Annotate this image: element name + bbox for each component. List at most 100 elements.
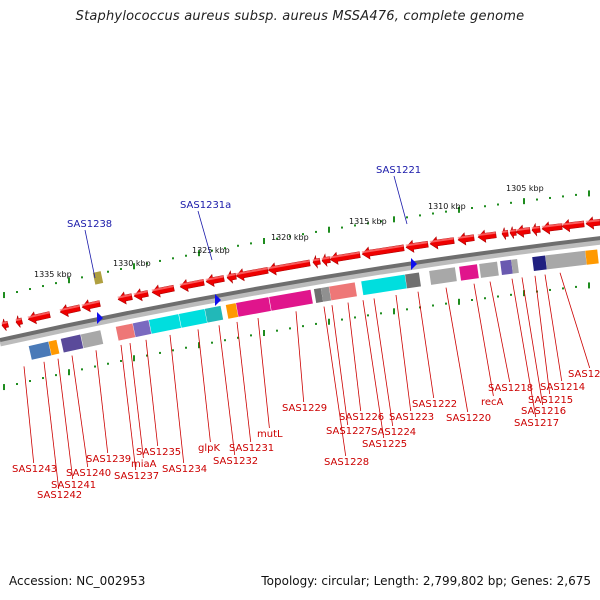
leader-line <box>257 318 270 429</box>
green-tick <box>16 291 18 294</box>
leader-line <box>417 291 435 399</box>
gene-arrow-highlight <box>235 267 268 276</box>
accession-text: Accession: NC_002953 <box>9 574 146 588</box>
green-tick <box>107 270 109 273</box>
green-tick <box>458 206 460 213</box>
feature-blocks <box>28 249 599 360</box>
gene-label: SAS1225 <box>362 439 407 450</box>
green-tick <box>289 235 291 238</box>
green-tick <box>588 190 590 197</box>
green-tick <box>68 277 70 284</box>
leader-line <box>347 302 362 412</box>
gene-arrow <box>312 254 321 269</box>
genome-backbone <box>0 236 600 347</box>
tRNA-marker <box>97 312 103 324</box>
gene-arrow <box>151 284 175 298</box>
green-tick <box>393 216 395 223</box>
feature-block <box>479 261 499 278</box>
green-tick <box>172 257 174 260</box>
feature-block <box>313 287 324 303</box>
leader-line <box>534 275 551 395</box>
green-tick <box>341 226 343 229</box>
green-tick <box>432 304 434 307</box>
green-tick <box>341 318 343 321</box>
green-tick <box>354 224 356 227</box>
gene-arrow-highlight <box>27 311 50 319</box>
leader-line <box>521 277 544 406</box>
leader-line <box>489 281 511 383</box>
gene-arrow-highlight <box>133 290 148 296</box>
green-tick <box>120 267 122 270</box>
gene-arrow-highlight <box>321 256 330 260</box>
leader-line <box>544 274 563 382</box>
gene-arrow-highlight <box>429 237 454 243</box>
green-tick <box>29 380 31 383</box>
gene-label: SAS1220 <box>446 413 491 424</box>
leader-line <box>43 361 60 490</box>
feature-block <box>115 323 136 341</box>
gene-label: SAS1226 <box>339 412 384 423</box>
gene-arrow-highlight <box>477 231 496 237</box>
green-tick <box>575 285 577 288</box>
leader-line <box>331 305 349 426</box>
feature-block <box>92 271 104 285</box>
green-tick <box>224 247 226 250</box>
gene-arrow <box>457 232 475 246</box>
green-tick <box>549 288 551 291</box>
gene-arrow <box>267 259 311 276</box>
gene-label: SAS1217 <box>514 418 559 429</box>
scale-label: 1335 kbp <box>34 270 72 279</box>
feature-block <box>500 259 513 276</box>
green-tick <box>237 336 239 339</box>
gene-arrow <box>541 221 563 235</box>
leader-line <box>395 294 412 412</box>
green-tick <box>380 312 382 315</box>
leader-line <box>373 298 394 427</box>
feature-block <box>361 274 407 296</box>
leader-line <box>236 321 252 443</box>
page-title: Staphylococcus aureus subsp. aureus MSSA… <box>75 9 525 24</box>
green-tick <box>55 282 57 285</box>
gene-arrow-highlight <box>59 304 80 312</box>
feature-block <box>132 320 152 338</box>
green-tick <box>146 354 148 357</box>
green-tick <box>302 325 304 328</box>
green-tick <box>81 368 83 371</box>
gene-label: SAS1228 <box>324 457 369 468</box>
green-tick <box>185 346 187 349</box>
green-tick <box>575 193 577 196</box>
green-tick <box>198 342 200 349</box>
feature-block <box>148 314 182 334</box>
genome-summary-text: Topology: circular; Length: 2,799,802 bp… <box>261 574 591 588</box>
gene-label: SAS1222 <box>412 399 457 410</box>
gene-label: SAS1237 <box>114 471 159 482</box>
green-tick <box>159 351 161 354</box>
leader-line <box>169 334 185 464</box>
tRNA-marker <box>215 294 221 306</box>
green-tick <box>211 249 213 252</box>
gene-arrow-highlight <box>541 223 562 228</box>
gene-arrow <box>585 216 600 230</box>
feature-label: SAS1221 <box>376 165 421 176</box>
leader-line <box>393 175 408 225</box>
gene-label: SAS1241 <box>51 480 96 491</box>
green-tick <box>146 262 148 265</box>
gene-label: SAS1223 <box>389 412 434 423</box>
leader-line <box>95 350 109 454</box>
leader-line <box>295 311 305 403</box>
gene-arrow-highlight <box>179 279 204 286</box>
leader-line <box>23 366 35 464</box>
green-tick <box>549 196 551 199</box>
gene-arrow <box>329 251 361 265</box>
gene-label: SAS1229 <box>282 403 327 414</box>
leader-line <box>197 329 211 443</box>
gene-arrow-highlight <box>1 321 8 325</box>
green-tick <box>445 210 447 213</box>
green-tick <box>367 222 369 225</box>
gene-arrow <box>1 318 9 331</box>
gene-label: SAS1234 <box>162 464 207 475</box>
leader-line <box>473 283 494 397</box>
leader-line <box>129 343 144 459</box>
green-tick <box>250 242 252 245</box>
